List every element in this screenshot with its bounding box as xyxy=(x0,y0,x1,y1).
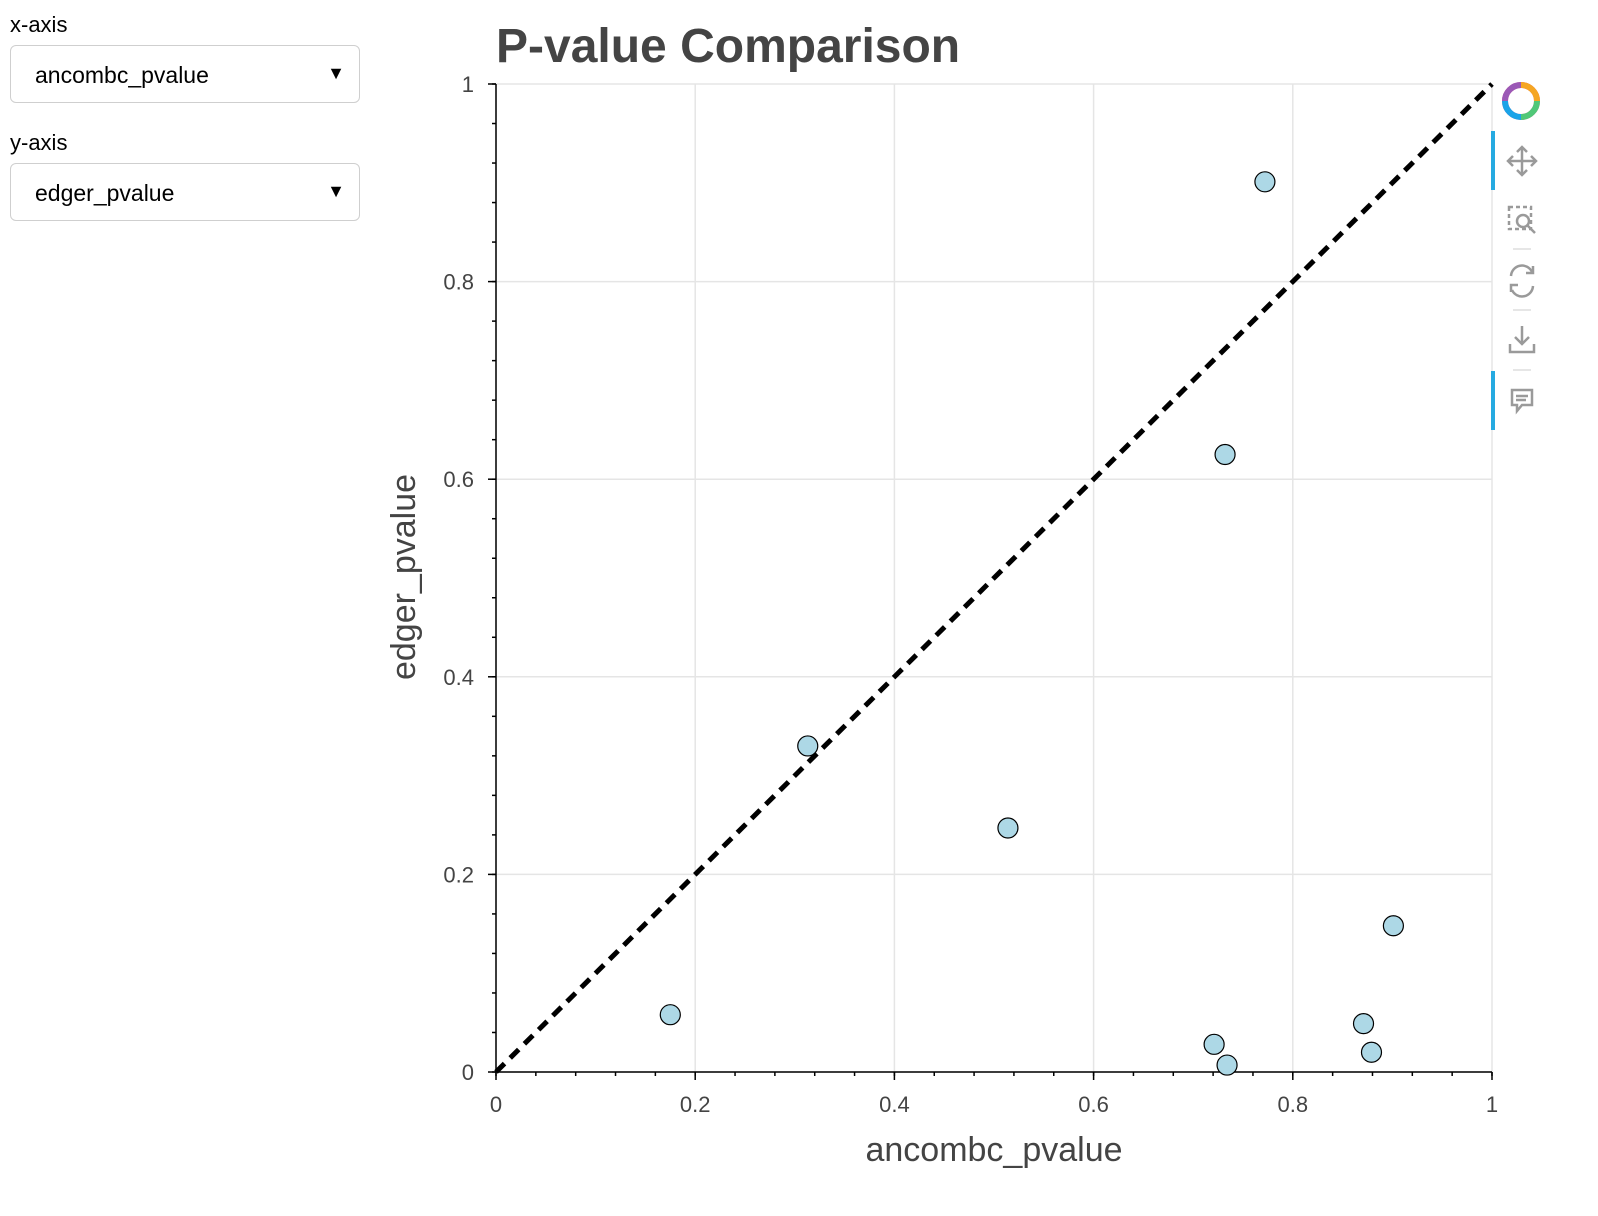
save-icon[interactable] xyxy=(1508,326,1536,354)
y-tick-label: 0.4 xyxy=(443,665,474,690)
chevron-down-icon: ▼ xyxy=(327,181,345,201)
y-tick-label: 0.8 xyxy=(443,270,474,295)
points-layer[interactable] xyxy=(659,171,1404,1076)
pan-icon[interactable] xyxy=(1506,145,1538,177)
hover-icon[interactable] xyxy=(1510,388,1534,415)
data-point[interactable] xyxy=(1360,1041,1383,1063)
axes: 00 0.2 0.2 0.4 0.4 0.6 0.6 0.8 0.8 1 1 xyxy=(443,72,1498,1117)
box-zoom-icon[interactable] xyxy=(1507,205,1536,234)
data-point[interactable] xyxy=(1352,1012,1375,1035)
reference-line-layer xyxy=(494,82,1494,1074)
data-point[interactable] xyxy=(1214,443,1236,466)
y-axis-label: y-axis xyxy=(10,130,68,155)
x-tick-label: 1 xyxy=(1486,1092,1498,1117)
x-axis-select-value: ancombc_pvalue xyxy=(35,62,209,88)
y-axis-select[interactable]: edger_pvalue ▼ xyxy=(10,163,360,221)
hover-active-indicator xyxy=(1491,371,1495,430)
x-tick-label: 0.6 xyxy=(1078,1092,1109,1117)
y-tick-label: 1 xyxy=(462,72,474,97)
reference-line xyxy=(494,82,1494,1074)
x-tick-label: 0.4 xyxy=(879,1092,910,1117)
x-tick-label: 0 xyxy=(490,1092,502,1117)
y-tick-label: 0.2 xyxy=(443,862,474,887)
data-point[interactable] xyxy=(797,735,819,757)
pan-active-indicator xyxy=(1491,131,1495,190)
bokeh-logo-icon[interactable] xyxy=(1502,82,1540,120)
x-axis-select[interactable]: ancombc_pvalue ▼ xyxy=(10,45,360,103)
y-tick-label: 0.6 xyxy=(443,467,474,492)
x-tick-label: 0.2 xyxy=(680,1092,711,1117)
data-point[interactable] xyxy=(659,1004,681,1026)
chevron-down-icon: ▼ xyxy=(327,63,345,83)
y-axis-select-value: edger_pvalue xyxy=(35,180,175,206)
x-axis-title: ancombc_pvalue xyxy=(865,1131,1122,1169)
data-point[interactable] xyxy=(1203,1033,1225,1055)
reset-icon[interactable] xyxy=(1509,264,1535,298)
x-axis-label: x-axis xyxy=(10,12,68,37)
data-point[interactable] xyxy=(1254,171,1276,193)
plot-toolbar xyxy=(1491,82,1540,430)
data-point[interactable] xyxy=(1382,915,1404,937)
y-tick-label: 0 xyxy=(462,1060,474,1085)
x-tick-label: 0.8 xyxy=(1278,1092,1309,1117)
data-point[interactable] xyxy=(1216,1054,1238,1076)
y-axis-title: edger_pvalue xyxy=(385,474,423,680)
chart-title: P-value Comparison xyxy=(496,20,960,73)
data-point[interactable] xyxy=(997,817,1019,839)
